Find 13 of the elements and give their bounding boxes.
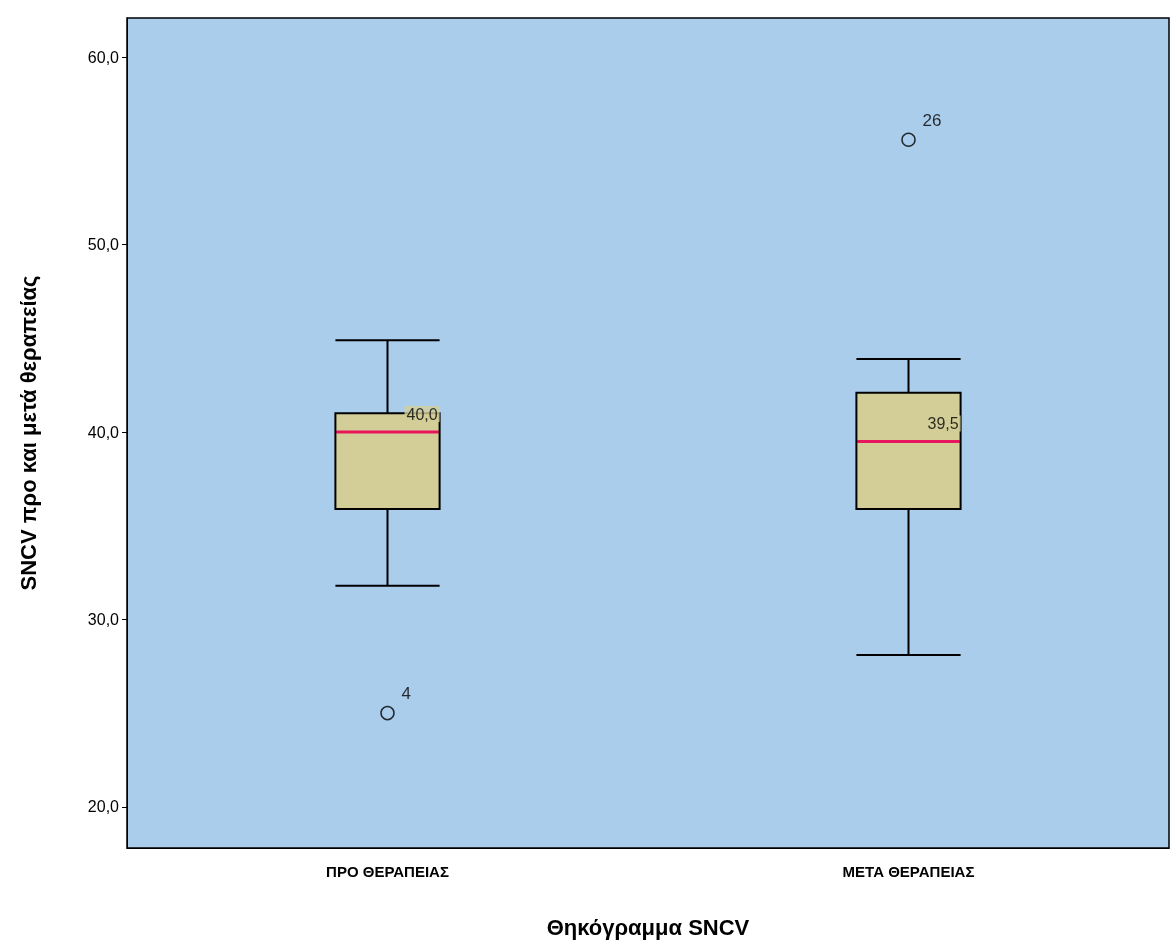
- y-tick-label: 40,0: [87, 423, 120, 441]
- x-axis-title: Θηκόγραμμα SNCV: [546, 914, 750, 940]
- y-tick-label: 60,0: [87, 48, 120, 66]
- annotation: 4: [401, 684, 411, 704]
- y-tick-label: 30,0: [87, 610, 120, 628]
- y-tick-label: 50,0: [87, 236, 120, 254]
- annotation: 26: [922, 110, 942, 130]
- annotation: 39,5: [927, 414, 959, 432]
- annotation: 40,0: [406, 405, 438, 423]
- x-tick-label: ΜΕΤΑ ΘΕΡΑΠΕΙΑΣ: [842, 863, 975, 880]
- x-tick-label: ΠΡΟ ΘΕΡΑΠΕΙΑΣ: [326, 863, 449, 880]
- y-tick-label: 20,0: [87, 798, 120, 816]
- y-axis-title: SNCV προ και μετά θεραπείας: [15, 275, 41, 591]
